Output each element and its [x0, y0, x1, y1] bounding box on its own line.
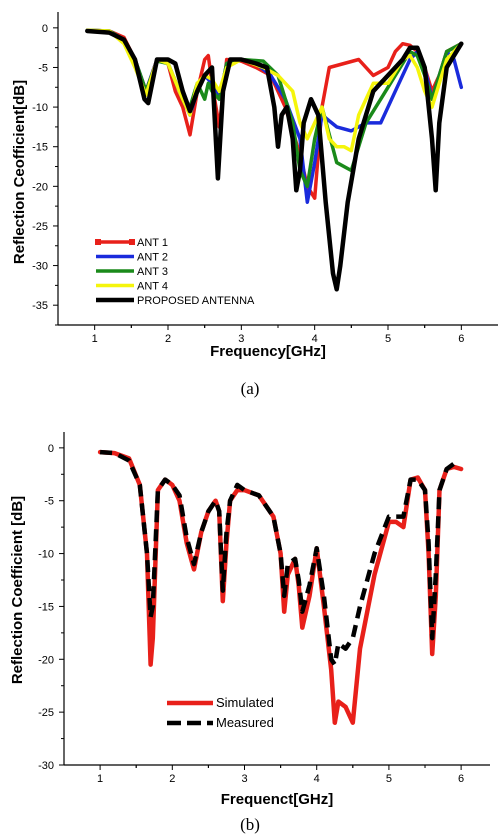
chart-b-axes: 0 -5 -10 -15 -20 -25 -30 1 2 3 4 5 6	[38, 432, 490, 785]
chart-b-legend-label: Measured	[216, 715, 274, 730]
chart-a-x-tick-label: 6	[458, 333, 464, 345]
chart-a-x-axis-label: Frequency[GHz]	[210, 343, 326, 360]
chart-a-series-line	[85, 28, 464, 153]
chart-b-series-line	[99, 449, 456, 667]
chart-a-x-tick-label: 4	[312, 333, 318, 345]
chart-a-series-line	[85, 28, 464, 292]
chart-b-y-axis-label: Reflection Coefficient [dB]	[9, 496, 26, 684]
chart-a-x-tick-label: 5	[385, 333, 391, 345]
chart-b-y-tick-label: -25	[38, 707, 54, 719]
chart-a-legend: ANT 1 ANT 2 ANT 3 ANT 4 PROPOSED ANTENNA	[95, 237, 255, 307]
chart-a-y-tick-label: -15	[32, 142, 48, 154]
chart-b-y-tick-label: -30	[38, 760, 54, 772]
chart-a-legend-label: ANT 1	[137, 237, 168, 249]
chart-b-x-tick-label: 2	[169, 773, 175, 785]
chart-a-x-tick-label: 1	[92, 333, 98, 345]
chart-b-x-axis-label: Frequenct[GHz]	[221, 791, 334, 808]
chart-a-legend-label: ANT 4	[137, 281, 168, 293]
chart-b-y-tick-label: -5	[44, 496, 54, 508]
chart-b-y-tick-label: -10	[38, 549, 54, 561]
chart-b-y-tick-label: -15	[38, 601, 54, 613]
chart-a-legend-label: PROPOSED ANTENNA	[137, 295, 255, 307]
chart-b-y-tick-label: -20	[38, 654, 54, 666]
chart-b-x-tick-label: 5	[386, 773, 392, 785]
chart-a-x-tick-label: 2	[165, 333, 171, 345]
chart-a-legend-marker	[129, 239, 135, 245]
chart-b-x-tick-label: 1	[97, 773, 103, 785]
chart-a: 0 -5 -10 -15 -20 -25 -30 -35 1 2 3 4 5 6 Frequency[GH…	[11, 12, 498, 360]
chart-a-axes: 0 -5 -10 -15 -20 -25 -30 -35 1 2 3 4 5 6	[32, 12, 498, 345]
chart-a-legend-marker	[95, 239, 101, 245]
chart-a-y-tick-label: -25	[32, 221, 48, 233]
chart-a-y-tick-label: -30	[32, 261, 48, 273]
chart-b-y-tick-label: 0	[48, 443, 54, 455]
chart-a-y-tick-label: 0	[42, 23, 48, 35]
chart-a-legend-label: ANT 2	[137, 252, 168, 264]
caption-a: (a)	[241, 379, 260, 398]
chart-a-series	[85, 28, 464, 292]
chart-a-y-tick-label: -5	[38, 62, 48, 74]
chart-a-y-tick-label: -35	[32, 300, 48, 312]
chart-b: 0-5-10-15-20-25-301 2 3 4 5 6 Frequenct[GHz] …	[9, 432, 490, 808]
chart-b-x-tick-label: 4	[314, 773, 320, 785]
chart-b-legend-label: Simulated	[216, 695, 274, 710]
chart-a-y-axis-label: Reflection Ceofficient[dB]	[11, 80, 28, 264]
chart-a-y-tick-label: -20	[32, 181, 48, 193]
chart-a-y-tick-label: -10	[32, 102, 48, 114]
chart-a-legend-label: ANT 3	[137, 266, 168, 278]
chart-b-legend: Simulated Measured	[167, 695, 274, 730]
chart-b-x-tick-label: 6	[458, 773, 464, 785]
chart-a-x-tick-label: 3	[238, 333, 244, 345]
chart-b-series	[97, 449, 464, 725]
caption-b: (b)	[240, 815, 260, 834]
chart-b-x-tick-label: 3	[241, 773, 247, 785]
